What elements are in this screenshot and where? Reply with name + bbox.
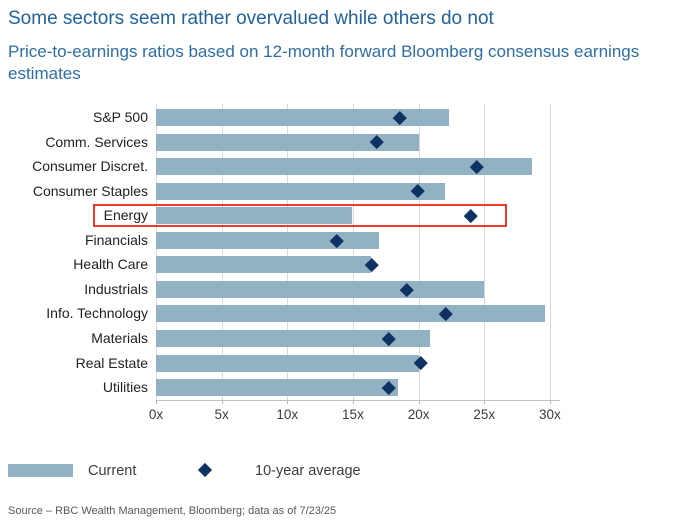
gridline xyxy=(418,104,420,400)
chart-subtitle: Price-to-earnings ratios based on 12-mon… xyxy=(8,42,640,83)
legend-average-label: 10-year average xyxy=(255,463,361,479)
gridline xyxy=(287,104,289,400)
bar-current xyxy=(156,231,380,249)
category-label: Real Estate xyxy=(75,354,148,371)
bar-current xyxy=(156,207,352,225)
bar-current xyxy=(156,182,445,200)
axis-tick xyxy=(418,400,420,404)
x-tick-label: 15x xyxy=(342,407,364,422)
x-tick-label: 5x xyxy=(214,407,229,422)
legend-current-label: Current xyxy=(88,463,137,479)
x-tick-label: 20x xyxy=(407,407,430,422)
bar-current xyxy=(156,354,419,372)
bar-current xyxy=(156,133,419,151)
gridline xyxy=(549,104,551,400)
bar-current xyxy=(156,109,449,126)
category-label: Utilities xyxy=(102,379,148,396)
x-tick-label: 30x xyxy=(539,407,561,422)
category-label: Energy xyxy=(103,207,148,224)
chart-title: Some sectors seem rather overvalued whil… xyxy=(8,8,494,29)
x-tick-label: 25x xyxy=(473,407,496,422)
gridline xyxy=(156,104,157,400)
category-label: Financials xyxy=(84,231,148,248)
category-label: Comm. Services xyxy=(45,133,148,150)
bar-current xyxy=(156,256,372,274)
bar-current xyxy=(156,158,532,176)
category-label: Health Care xyxy=(73,256,148,273)
gridline xyxy=(352,104,354,400)
category-label: Industrials xyxy=(84,280,148,297)
bar-current xyxy=(156,305,545,323)
source-note: Source – RBC Wealth Management, Bloomber… xyxy=(8,505,337,517)
bar-current xyxy=(156,329,431,347)
legend-average-diamond-icon xyxy=(197,462,213,478)
legend: Current 10-year average xyxy=(0,455,684,485)
axis-tick xyxy=(287,400,289,404)
axis-tick xyxy=(549,400,551,404)
category-label: Consumer Staples xyxy=(32,182,148,199)
highlight-box xyxy=(93,204,507,228)
category-label: Materials xyxy=(91,329,148,346)
bar-current xyxy=(156,379,398,397)
x-tick-label: 10x xyxy=(276,407,299,422)
axis-tick xyxy=(156,400,157,404)
category-label: Consumer Discret. xyxy=(32,158,148,175)
category-label: S&P 500 xyxy=(92,109,148,125)
chart: 0x 5x 10x 15x 20x 25x 30x S&P 500 Comm. Services… xyxy=(0,100,684,440)
axis-tick xyxy=(221,400,223,404)
axis-tick xyxy=(484,400,486,404)
axis-tick xyxy=(352,400,354,404)
category-label: Info. Technology xyxy=(46,305,148,322)
bar-current xyxy=(156,280,485,298)
gridline xyxy=(484,104,486,400)
x-tick-label: 0x xyxy=(148,407,164,422)
x-axis-line xyxy=(156,400,561,401)
legend-current-swatch xyxy=(8,464,73,477)
gridline xyxy=(221,104,223,400)
